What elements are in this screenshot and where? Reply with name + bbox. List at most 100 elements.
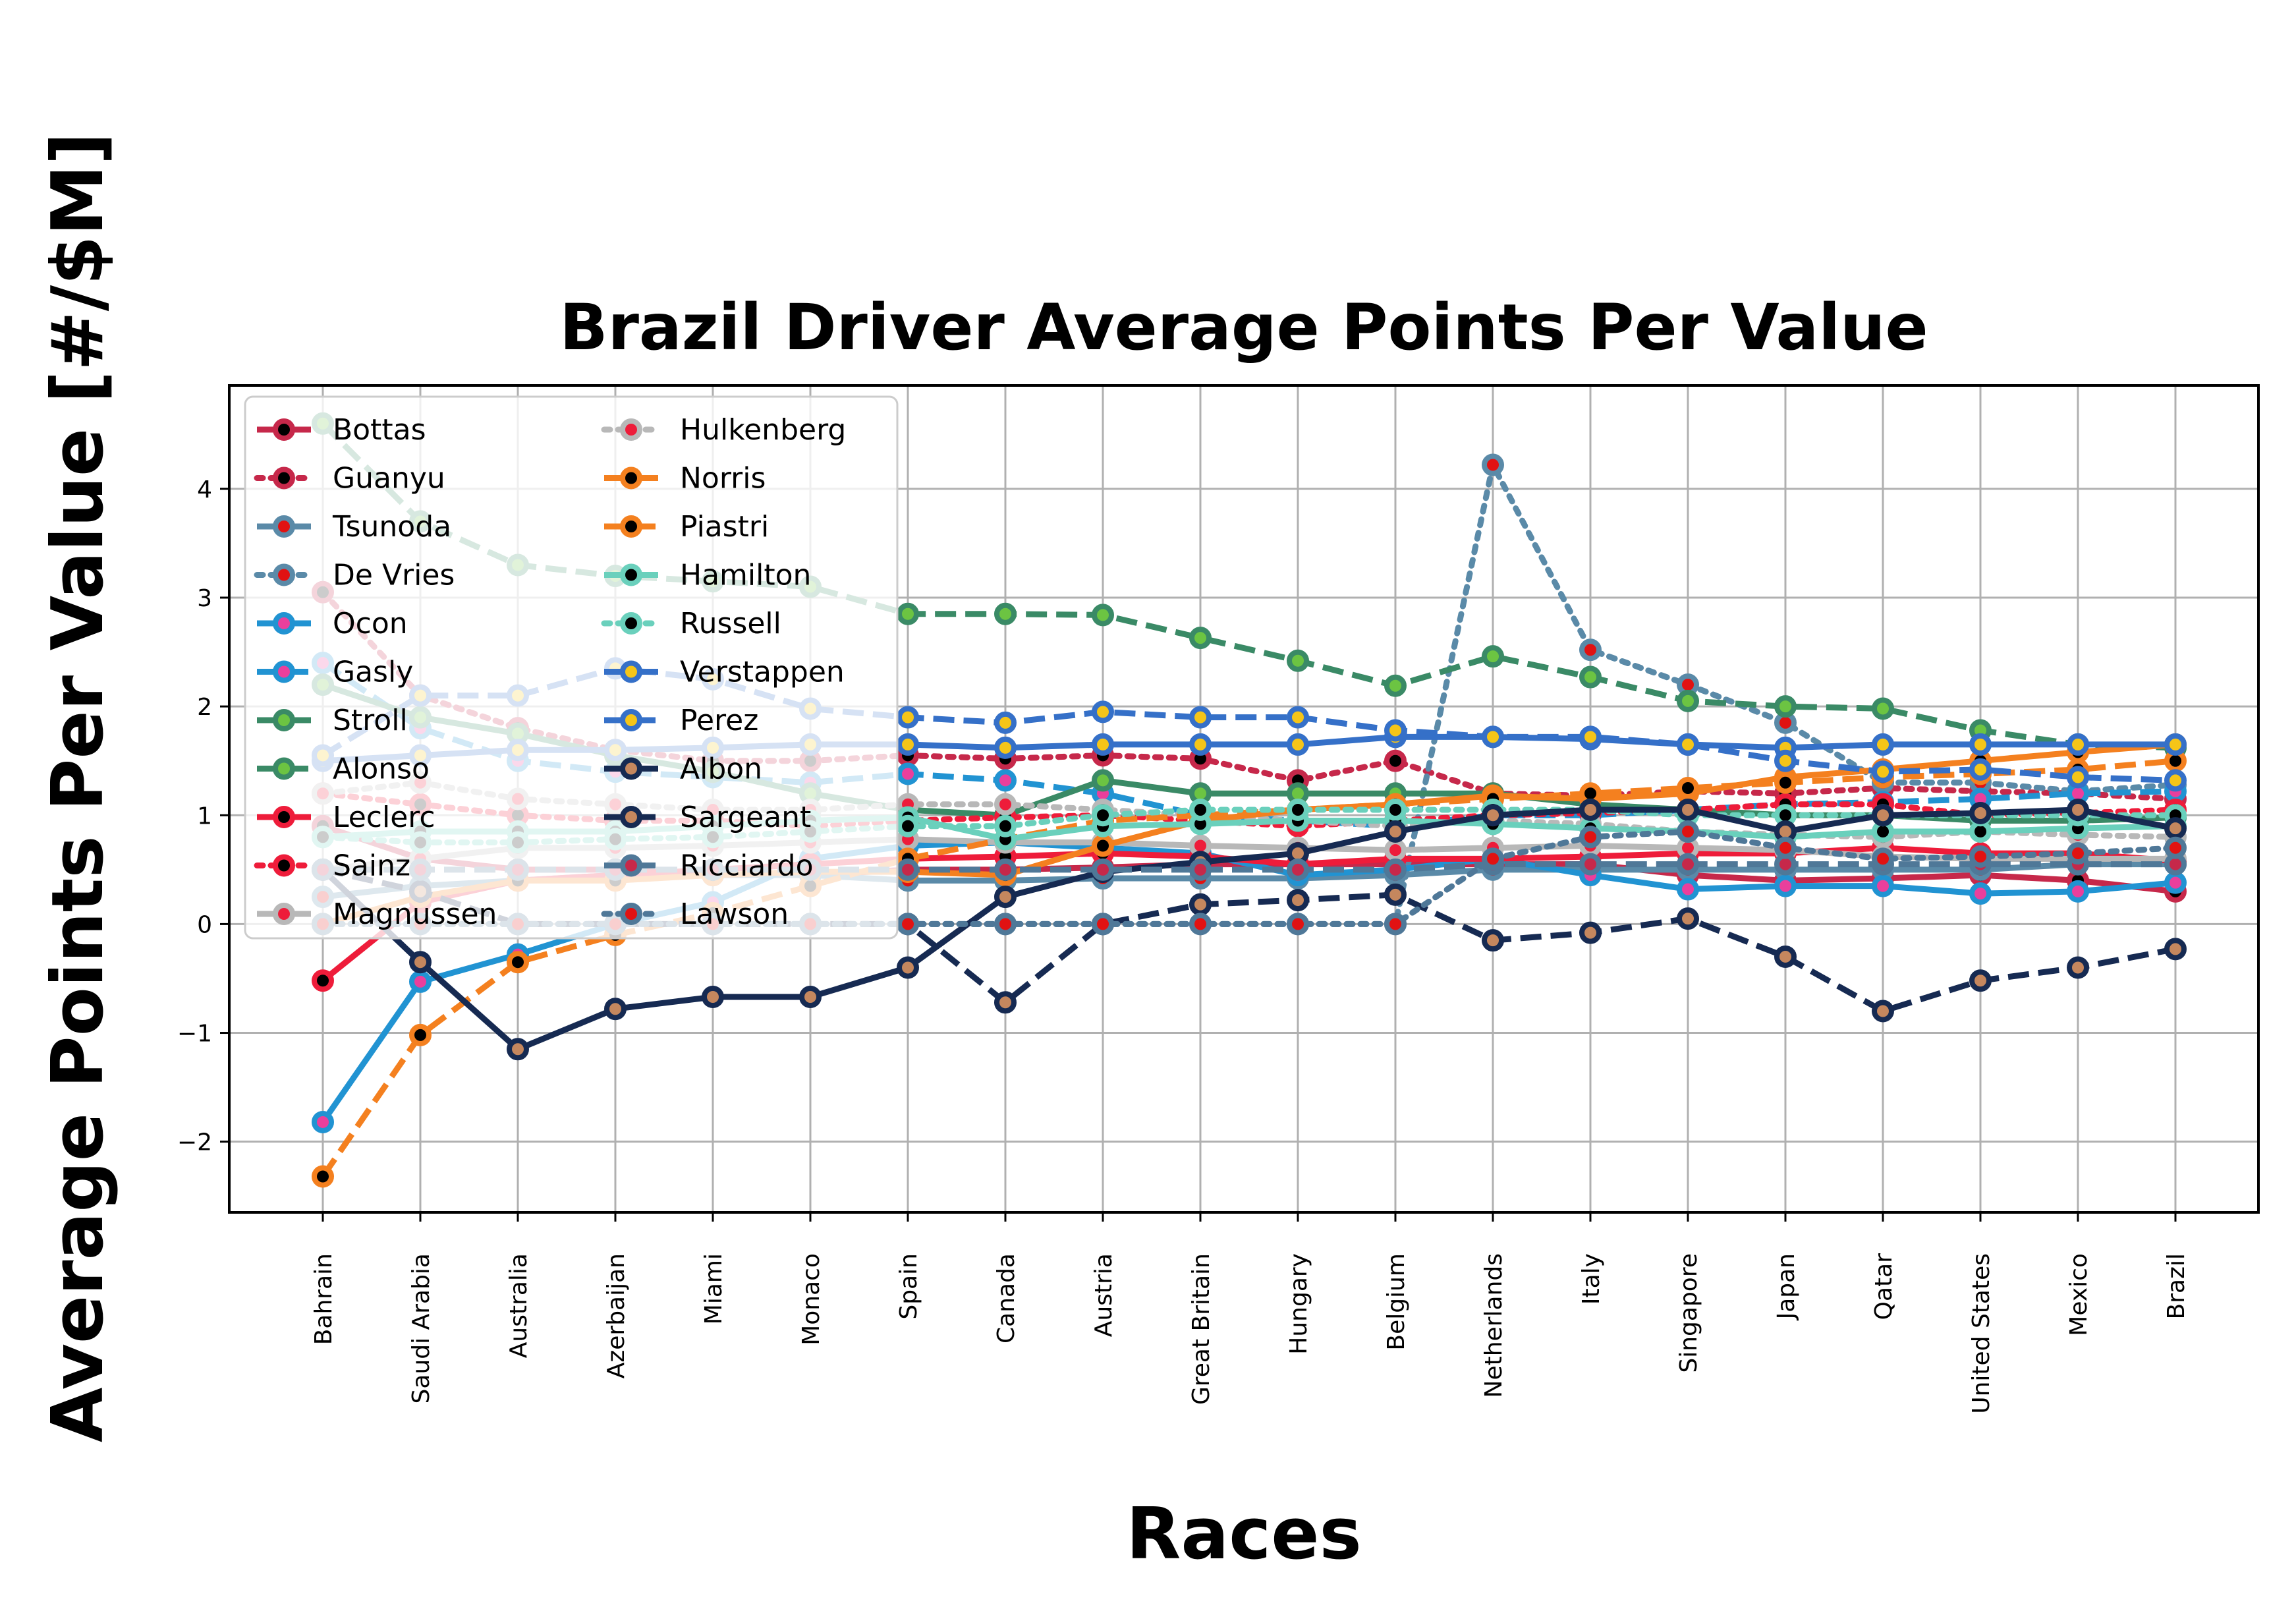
x-axis-ticks: Bahrain Saudi Arabia Australia Azerbaijan Mi… — [310, 1212, 2190, 1414]
y-tick-label: −1 — [177, 1021, 212, 1048]
legend-entry: Ocon — [257, 607, 408, 640]
data-point — [1092, 804, 1114, 827]
legend-marker — [273, 563, 295, 586]
plot-frame — [228, 384, 2260, 1214]
data-point — [897, 706, 919, 729]
legend-marker — [620, 854, 642, 877]
data-point — [994, 858, 1017, 881]
y-tick-label: 0 — [197, 911, 212, 938]
data-point — [507, 951, 529, 974]
legend-marker — [620, 515, 642, 538]
chart-title: Brazil Driver Average Points Per Value — [559, 291, 1928, 364]
data-point — [1774, 771, 1797, 794]
legend-marker — [273, 515, 295, 538]
x-tick-label: Miami — [700, 1253, 727, 1324]
x-tick-label: Spain — [895, 1253, 922, 1320]
legend-entry: Piastri — [604, 510, 769, 544]
legend-label: Russell — [680, 607, 781, 640]
data-point — [409, 1023, 432, 1046]
data-point — [1774, 695, 1797, 718]
data-point — [994, 711, 1017, 734]
data-point — [897, 956, 919, 979]
data-point — [994, 913, 1017, 936]
legend-label: Tsunoda — [332, 510, 451, 544]
legend-marker — [273, 709, 295, 731]
data-point — [2067, 766, 2089, 789]
data-point — [1287, 649, 1309, 672]
data-point — [1872, 760, 1894, 783]
series-line — [321, 665, 2176, 783]
data-point — [994, 769, 1017, 792]
legend-marker — [620, 612, 642, 635]
legend-marker — [273, 418, 295, 441]
data-point — [897, 602, 919, 625]
data-point — [2067, 880, 2089, 903]
data-point — [2164, 938, 2187, 961]
data-point — [507, 1038, 529, 1061]
legend-marker — [273, 903, 295, 925]
data-point — [1384, 839, 1407, 862]
data-point — [1677, 853, 1699, 876]
data-point — [2164, 769, 2187, 792]
legend-label: Leclerc — [333, 801, 435, 834]
data-point — [1384, 820, 1407, 843]
data-point — [1579, 826, 1602, 849]
x-tick-label: Azerbaijan — [603, 1253, 630, 1378]
legend-marker — [620, 757, 642, 780]
data-point — [1092, 858, 1114, 881]
legend: Bottas Guanyu Tsunoda De Vries Ocon Gasly Stro… — [244, 395, 899, 940]
data-point — [1579, 853, 1602, 876]
data-point — [1482, 645, 1504, 668]
x-tick-label: Brazil — [2163, 1253, 2190, 1319]
legend-marker — [273, 660, 295, 683]
data-point — [1287, 858, 1309, 881]
legend-marker — [273, 467, 295, 490]
legend-marker — [620, 563, 642, 586]
legend-marker — [273, 757, 295, 780]
legend-marker — [620, 806, 642, 828]
legend-label: Sainz — [333, 849, 410, 883]
data-point — [312, 1165, 334, 1188]
legend-marker — [620, 709, 642, 731]
y-tick-label: 2 — [197, 694, 212, 721]
series-albon — [312, 799, 2187, 1061]
legend-label: Ricciardo — [680, 849, 814, 883]
data-point — [2067, 733, 2089, 756]
legend-entry: Sargeant — [604, 801, 811, 834]
y-axis-ticks: −2 −1 0 1 2 3 4 — [177, 476, 229, 1156]
legend-entry: Alonso — [257, 752, 430, 786]
legend-entry: Hamilton — [604, 559, 811, 592]
legend-label: Gasly — [333, 656, 413, 689]
legend-entry: Norris — [604, 462, 766, 495]
data-point — [1579, 725, 1602, 749]
x-tick-label: Qatar — [1870, 1253, 1897, 1320]
legend-label: Piastri — [680, 510, 769, 544]
legend-label: Bottas — [333, 413, 426, 447]
legend-entry: Stroll — [257, 704, 408, 737]
data-point — [1189, 913, 1212, 936]
y-tick-label: 3 — [197, 585, 212, 612]
legend-label: Hamilton — [680, 559, 811, 592]
legend-entry: Magnussen — [257, 897, 497, 931]
data-point — [2067, 799, 2089, 822]
data-point — [1677, 907, 1699, 930]
data-point — [1969, 758, 1992, 781]
data-point — [1774, 749, 1797, 772]
legend-entry: Tsunoda — [257, 510, 451, 544]
data-point — [897, 733, 919, 756]
data-point — [1384, 749, 1407, 772]
data-point — [897, 762, 919, 785]
data-point — [1872, 847, 1894, 870]
legend-label: Stroll — [333, 704, 408, 737]
data-point — [994, 736, 1017, 759]
legend-entry: Sainz — [254, 849, 410, 883]
data-point — [1677, 733, 1699, 756]
legend-label: De Vries — [333, 559, 455, 592]
data-point — [994, 814, 1017, 837]
legend-entry: Guanyu — [254, 462, 445, 495]
legend-label: Hulkenberg — [680, 413, 846, 447]
data-point — [2164, 817, 2187, 840]
x-tick-label: Singapore — [1675, 1253, 1702, 1373]
data-point — [1384, 719, 1407, 742]
y-tick-label: −2 — [177, 1129, 212, 1156]
